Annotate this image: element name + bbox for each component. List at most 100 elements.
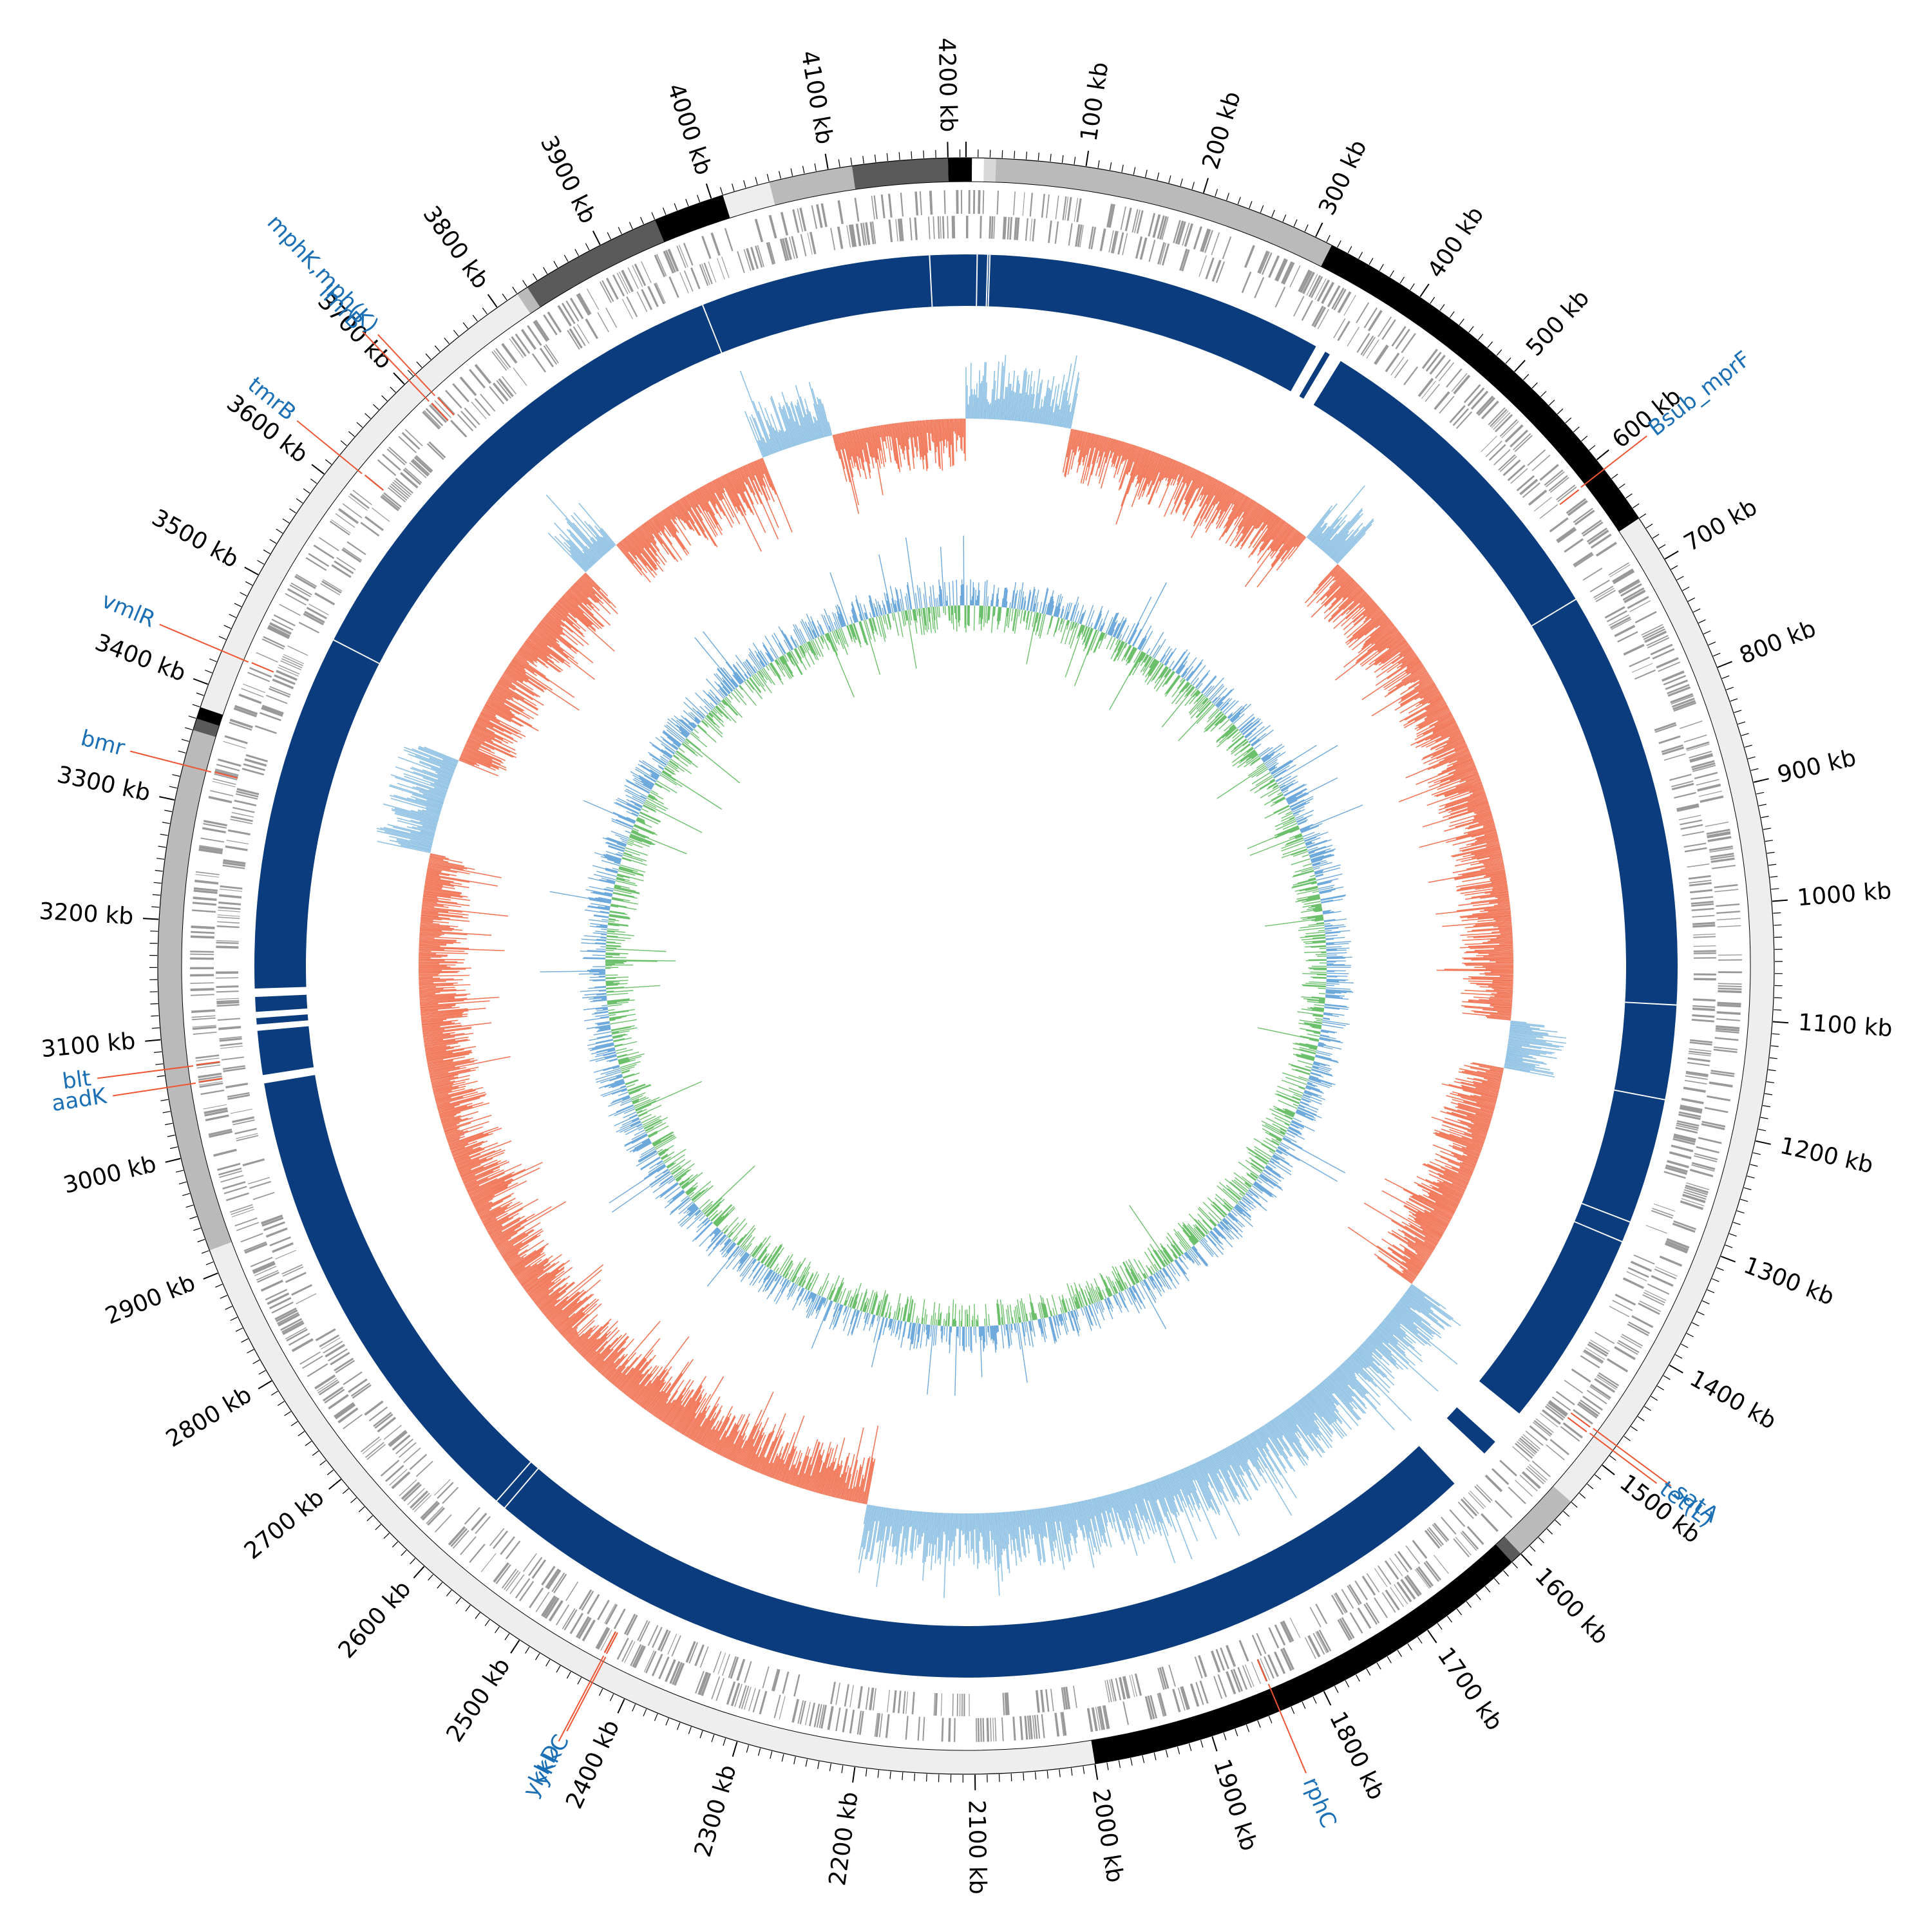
tick-label: 1000 kb <box>1796 878 1893 912</box>
contig-segment <box>723 182 775 218</box>
blast-hit <box>264 1075 1455 1678</box>
blast-identity-track <box>254 254 1678 1678</box>
tick-label: 2300 kb <box>690 1762 742 1860</box>
tick-label: 1800 kb <box>1324 1708 1390 1804</box>
tick-label: 1700 kb <box>1432 1643 1508 1736</box>
tick-label: 2900 kb <box>102 1269 199 1330</box>
contig-segment <box>1553 518 1774 1502</box>
tick-label: 2600 kb <box>334 1576 417 1663</box>
contig-segment <box>947 158 966 182</box>
contig-segment <box>1504 1486 1571 1554</box>
blast-hit <box>966 254 1316 392</box>
tick-label: 2100 kb <box>963 1800 991 1895</box>
annotation-leader <box>1593 1428 1672 1487</box>
contig-segment <box>995 158 1332 267</box>
tick-label: 3300 kb <box>55 761 153 806</box>
contig-outer-edge <box>157 157 1775 1775</box>
tick-label: 3500 kb <box>147 504 243 573</box>
contig-segment <box>517 287 540 314</box>
annotation-leader <box>1267 1683 1307 1774</box>
gc-skew-negative <box>376 355 1567 1598</box>
tick-label: 500 kb <box>1521 285 1595 361</box>
contig-inner-edge <box>181 181 1751 1751</box>
tick-label: 3100 kb <box>40 1028 137 1063</box>
tick-label: 3900 kb <box>535 131 601 227</box>
tick-label: 4000 kb <box>662 80 717 178</box>
tick-label: 4200 kb <box>933 37 961 133</box>
tick-label: 800 kb <box>1736 616 1819 670</box>
contig-segment <box>966 158 972 182</box>
tick-label: 2200 kb <box>824 1790 864 1888</box>
tick-label: 3200 kb <box>39 898 135 930</box>
annotation-leader <box>113 1082 196 1097</box>
contig-segment <box>851 158 949 190</box>
gene-label: blt <box>61 1065 93 1094</box>
tick-label: 2800 kb <box>162 1381 256 1452</box>
gc-content-above <box>540 535 1363 1396</box>
tick-label: 2000 kb <box>1087 1787 1128 1884</box>
tick-label: 900 kb <box>1775 744 1859 788</box>
tick-label: 3400 kb <box>91 629 189 687</box>
gene-label: rphC <box>1298 1774 1341 1832</box>
tick-label: 400 kb <box>1423 202 1489 283</box>
tick-label: 3000 kb <box>61 1151 158 1199</box>
contig-segment <box>769 166 856 205</box>
gc-skew-track <box>376 355 1567 1598</box>
contig-track <box>157 157 1775 1775</box>
gc-content-below <box>605 605 1327 1327</box>
tick-label: 1600 kb <box>1530 1563 1614 1650</box>
blast-hit <box>1446 1407 1495 1454</box>
blast-hit <box>1313 361 1678 1414</box>
contig-segment <box>655 195 730 242</box>
blast-hit <box>254 254 966 989</box>
tick-label: 2500 kb <box>441 1653 515 1747</box>
tick-label: 1200 kb <box>1777 1133 1875 1179</box>
contig-segment <box>200 294 531 715</box>
blast-hit <box>255 994 308 1012</box>
gene-label: vmlR <box>98 587 159 632</box>
contig-segment <box>1495 1536 1521 1562</box>
contig-segment <box>1091 1544 1512 1764</box>
contig-segment <box>157 730 232 1251</box>
contig-segment <box>193 718 220 737</box>
tick-label: 3800 kb <box>417 202 494 294</box>
annotation-leader <box>377 334 436 397</box>
major-ticks <box>143 142 1789 1790</box>
annotation-leader <box>558 1655 605 1742</box>
tick-label: 1400 kb <box>1685 1365 1781 1435</box>
contig-segment <box>196 706 223 726</box>
tick-label: 2700 kb <box>240 1484 329 1565</box>
contig-segment <box>1321 245 1639 532</box>
tick-label: 100 kb <box>1076 61 1114 144</box>
annotation-leader <box>97 1065 194 1079</box>
minor-ticks <box>149 149 1783 1783</box>
blast-hit <box>257 1026 314 1075</box>
tick-label: 1100 kb <box>1797 1009 1893 1042</box>
annotation-leader <box>1580 435 1648 488</box>
tick-label: 300 kb <box>1314 136 1372 219</box>
annotation-leader <box>566 1656 607 1732</box>
annotation-leader <box>1589 1432 1658 1484</box>
contig-segment <box>972 158 985 182</box>
tick-label: 200 kb <box>1197 88 1246 172</box>
contig-segment <box>983 158 996 182</box>
tick-label: 2400 kb <box>561 1716 625 1813</box>
gc-content-track <box>540 535 1363 1396</box>
tick-label: 1300 kb <box>1740 1252 1838 1311</box>
gc-skew-positive <box>418 418 1514 1504</box>
tick-label: 1900 kb <box>1208 1756 1262 1854</box>
tick-label: 4100 kb <box>795 49 837 147</box>
gene-label: mphK,mph(K) <box>262 210 384 338</box>
annotation-leader <box>296 420 363 475</box>
annotation-leader <box>362 330 430 402</box>
annotation-leader <box>129 750 212 773</box>
gene-label: bmr <box>78 725 127 761</box>
contig-segment <box>527 220 665 308</box>
tick-label: 700 kb <box>1680 494 1762 557</box>
blast-hit <box>1299 352 1330 399</box>
blast-hit <box>256 1014 308 1025</box>
annotation-leader <box>159 623 249 663</box>
contig-segment <box>209 1242 1095 1774</box>
